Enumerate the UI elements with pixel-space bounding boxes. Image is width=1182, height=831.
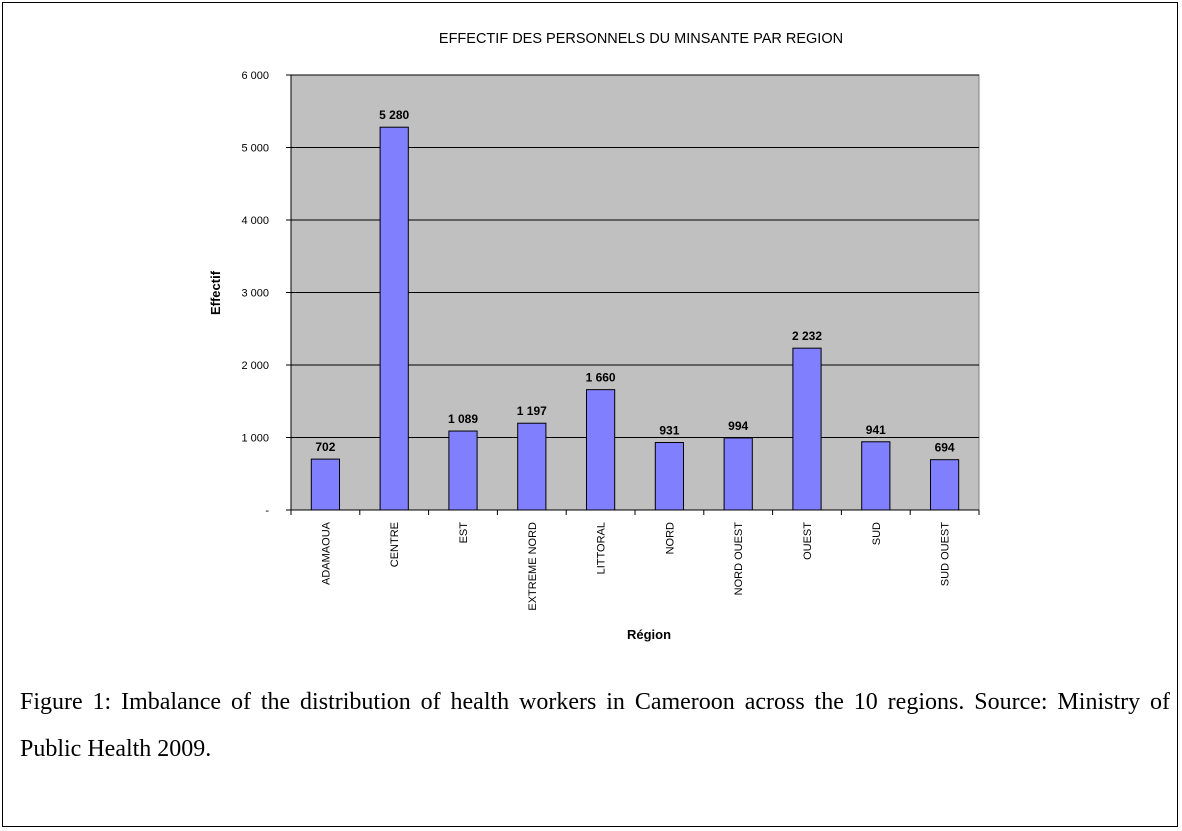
x-axis: [290, 509, 980, 515]
category-label: LITTORAL: [596, 522, 608, 574]
bar: [861, 441, 891, 511]
category-label: OUEST: [802, 522, 814, 560]
value-label: 702: [315, 440, 335, 454]
category-label: SUD: [871, 522, 883, 545]
y-axis-label: Effectif: [208, 270, 223, 315]
bar-chart: EFFECTIF DES PERSONNELS DU MINSANTE PAR …: [208, 31, 980, 642]
value-label: 1 197: [517, 404, 547, 418]
value-label: 1 660: [586, 371, 616, 385]
y-tick-label: -: [265, 505, 269, 517]
y-axis: - 1 000 2 000 3 000 4 000 5 000 6 000: [241, 70, 292, 517]
value-label: 2 232: [792, 329, 822, 343]
value-labels: 702 5 280 1 089 1 197 1 660 931 994 2 232 941 694: [315, 108, 955, 454]
y-tick-label: 6 000: [241, 70, 269, 82]
value-label: 941: [866, 423, 886, 437]
chart-title: EFFECTIF DES PERSONNELS DU MINSANTE PAR …: [439, 31, 843, 47]
y-tick-label: 3 000: [241, 288, 269, 300]
bar: [723, 437, 753, 511]
category-label: EXTREME NORD: [527, 522, 539, 611]
category-label: NORD OUEST: [733, 522, 745, 596]
value-label: 1 089: [448, 412, 478, 426]
category-label: SUD OUEST: [940, 522, 952, 586]
category-label: CENTRE: [389, 522, 401, 567]
category-label: EST: [458, 522, 470, 544]
y-tick-label: 5 000: [241, 143, 269, 155]
x-axis-label: Région: [627, 627, 671, 642]
figure-caption: Figure 1: Imbalance of the distribution …: [20, 689, 1170, 762]
bar: [379, 126, 409, 511]
value-label: 694: [935, 441, 955, 455]
y-tick-label: 1 000: [241, 433, 269, 445]
y-tick-label: 4 000: [241, 215, 269, 227]
value-label: 994: [728, 419, 748, 433]
bar: [448, 430, 478, 511]
bar: [310, 458, 341, 511]
bar: [929, 459, 960, 511]
bar: [654, 442, 685, 511]
bar: [585, 389, 616, 511]
bar-series: [310, 126, 960, 511]
category-labels: ADAMAOUA CENTRE EST EXTREME NORD LITTORAL NOR…: [320, 521, 951, 610]
value-label: 5 280: [379, 108, 409, 122]
bar: [517, 422, 547, 511]
category-label: ADAMAOUA: [320, 521, 332, 585]
category-label: NORD: [664, 522, 676, 554]
y-tick-label: 2 000: [241, 360, 269, 372]
bar: [792, 347, 822, 511]
value-label: 931: [659, 424, 679, 438]
